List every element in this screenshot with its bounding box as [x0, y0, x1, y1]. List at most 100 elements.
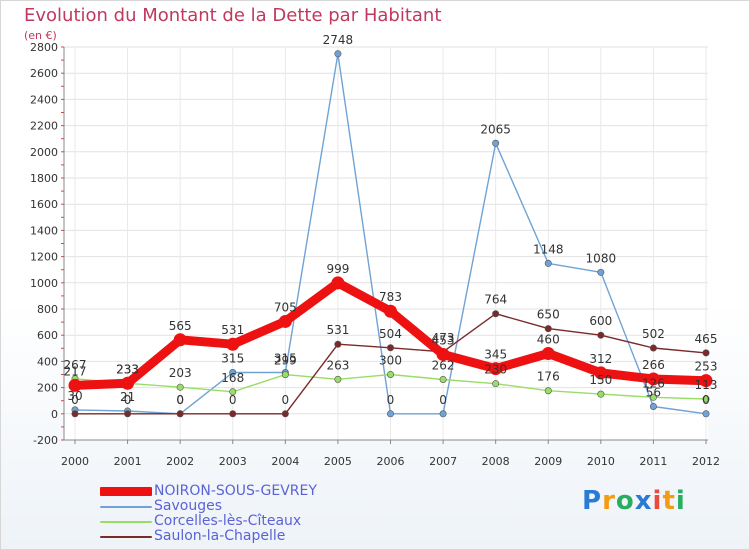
data-point	[489, 362, 503, 376]
data-label: 299	[274, 354, 297, 368]
data-label: 0	[282, 393, 290, 407]
data-point	[544, 259, 552, 267]
y-tick-label: 1800	[30, 172, 58, 185]
data-point	[386, 410, 394, 418]
data-label: 0	[229, 393, 237, 407]
data-label: 473	[432, 331, 455, 345]
data-label: 565	[169, 319, 192, 333]
data-label: 600	[589, 314, 612, 328]
data-point	[68, 378, 82, 392]
data-point	[439, 410, 447, 418]
data-label: 233	[116, 362, 139, 376]
data-point	[334, 50, 342, 58]
data-label: 230	[484, 363, 507, 377]
data-label: 217	[64, 364, 87, 378]
data-label: 504	[379, 327, 402, 341]
data-label: 705	[274, 300, 297, 314]
logo-letter: i	[652, 486, 663, 516]
data-label: 266	[642, 358, 665, 372]
data-point	[334, 340, 342, 348]
y-tick-label: 600	[37, 329, 58, 342]
data-label: 253	[695, 360, 718, 374]
data-point	[436, 347, 450, 361]
legend-swatch	[100, 506, 152, 508]
data-label: 0	[176, 393, 184, 407]
proxiti-logo: Proxiti	[582, 486, 686, 516]
data-point	[699, 374, 713, 388]
data-point	[121, 376, 135, 390]
data-point	[386, 344, 394, 352]
y-tick-label: 2200	[30, 120, 58, 133]
data-point	[541, 347, 555, 361]
data-label: 126	[642, 376, 665, 390]
legend-label: Savouges	[154, 498, 222, 514]
data-label: 267	[64, 358, 87, 372]
data-label: 113	[695, 378, 718, 392]
data-label: 650	[537, 308, 560, 322]
data-point	[597, 331, 605, 339]
y-tick-label: 800	[37, 303, 58, 316]
data-point	[702, 349, 710, 357]
data-label: 1148	[533, 242, 564, 256]
data-label: 531	[326, 323, 349, 337]
data-label: 783	[379, 290, 402, 304]
data-point	[492, 310, 500, 318]
x-tick-label: 2009	[534, 455, 562, 468]
x-tick-label: 2006	[377, 455, 405, 468]
x-tick-label: 2007	[429, 455, 457, 468]
data-point	[702, 395, 710, 403]
logo-letter: o	[615, 486, 635, 516]
y-tick-label: 2000	[30, 146, 58, 159]
data-point	[544, 387, 552, 395]
data-label: 300	[379, 354, 402, 368]
data-label: 21	[120, 390, 135, 404]
data-point	[229, 369, 237, 377]
data-point	[71, 410, 79, 418]
data-point	[124, 410, 132, 418]
data-point	[281, 371, 289, 379]
legend-label: Saulon-la-Chapelle	[154, 528, 286, 544]
data-point	[229, 388, 237, 396]
data-label: 0	[176, 393, 184, 407]
data-point	[384, 304, 397, 318]
data-label: 312	[589, 352, 612, 366]
x-tick-label: 2003	[219, 455, 247, 468]
data-point	[229, 410, 237, 418]
x-tick-label: 2001	[114, 455, 142, 468]
x-tick-label: 2008	[482, 455, 510, 468]
y-tick-label: 400	[37, 355, 58, 368]
logo-letter: r	[602, 486, 616, 516]
data-point	[331, 276, 345, 290]
data-point	[649, 402, 657, 410]
data-point	[173, 333, 187, 347]
data-label: 150	[589, 373, 612, 387]
data-point	[649, 393, 657, 401]
data-point	[386, 370, 394, 378]
page-title: Evolution du Montant de la Dette par Hab…	[24, 5, 442, 26]
data-label: 263	[326, 358, 349, 372]
y-tick-label: 2400	[30, 93, 58, 106]
x-tick-label: 2012	[692, 455, 720, 468]
data-label: 0	[124, 393, 132, 407]
data-point	[597, 268, 605, 276]
data-label: 453	[432, 333, 455, 347]
data-point	[594, 366, 608, 380]
data-label: 345	[484, 348, 507, 362]
data-label: 531	[221, 323, 244, 337]
data-label: 30	[67, 389, 82, 403]
data-point	[492, 380, 500, 388]
data-point	[492, 139, 500, 147]
y-tick-label: -200	[33, 434, 58, 447]
x-tick-label: 2000	[61, 455, 89, 468]
data-point	[597, 390, 605, 398]
data-point	[702, 410, 710, 418]
y-tick-label: 2800	[30, 41, 58, 54]
data-label: 999	[326, 262, 349, 276]
data-label: 0	[387, 393, 395, 407]
logo-letter: i	[675, 486, 686, 516]
data-point	[281, 410, 289, 418]
logo-letter: t	[662, 486, 676, 516]
data-label: 262	[432, 358, 455, 372]
data-point	[176, 383, 184, 391]
